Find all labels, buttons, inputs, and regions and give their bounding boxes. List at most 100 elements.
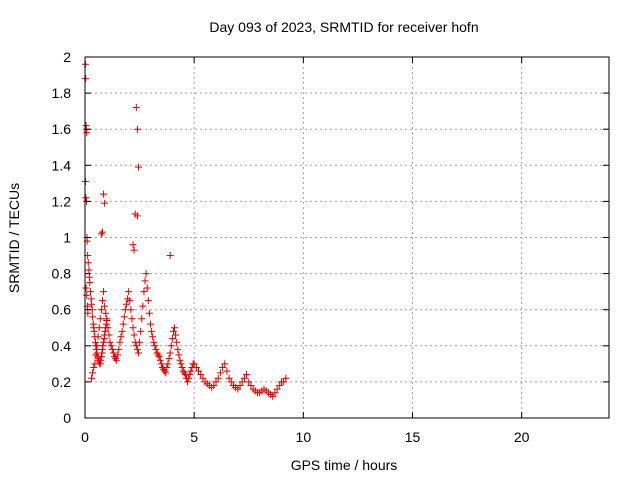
data-point	[98, 297, 106, 305]
data-point	[273, 385, 281, 393]
data-point	[101, 327, 109, 335]
data-point	[131, 210, 139, 218]
data-point	[88, 374, 96, 382]
y-tick-label: 0.6	[52, 302, 72, 318]
data-point	[148, 327, 156, 335]
data-point	[154, 351, 162, 359]
data-point	[101, 302, 109, 310]
data-point	[97, 353, 105, 361]
data-point	[153, 349, 161, 357]
data-point	[238, 378, 246, 386]
data-point	[184, 378, 192, 386]
grid-layer	[85, 57, 609, 418]
data-point	[86, 288, 94, 296]
data-point	[95, 358, 103, 366]
data-point	[82, 75, 90, 83]
data-point	[119, 320, 127, 328]
data-point	[214, 374, 222, 382]
data-point	[133, 345, 141, 353]
x-tick-label: 5	[190, 429, 198, 445]
y-tick-label: 1.8	[52, 85, 72, 101]
data-point	[144, 297, 152, 305]
data-point	[106, 338, 114, 346]
points-layer	[81, 60, 290, 400]
y-tick-label: 2	[63, 49, 71, 65]
data-point	[91, 360, 99, 368]
data-point	[84, 259, 92, 267]
data-point	[104, 324, 112, 332]
data-point	[99, 342, 107, 350]
data-point	[269, 392, 277, 400]
data-point	[89, 369, 97, 377]
data-point	[166, 252, 174, 260]
data-point	[97, 356, 105, 364]
data-point	[275, 382, 283, 390]
data-point	[243, 371, 251, 379]
data-point	[160, 365, 168, 373]
data-point	[171, 324, 179, 332]
data-point	[97, 306, 105, 314]
ticks-layer: 00.20.40.60.811.21.41.61.820 5 10 15 20	[52, 49, 609, 445]
data-point	[143, 284, 151, 292]
data-point	[167, 342, 175, 350]
data-point	[179, 367, 187, 375]
data-point	[103, 315, 111, 323]
data-point	[96, 315, 104, 323]
data-point	[282, 374, 290, 382]
data-point	[163, 363, 171, 371]
data-point	[89, 313, 97, 321]
data-point	[240, 374, 248, 382]
data-point	[132, 104, 140, 112]
y-tick-label: 0.2	[52, 374, 72, 390]
data-point	[227, 378, 235, 386]
data-point	[100, 338, 108, 346]
data-point	[234, 385, 242, 393]
data-point	[172, 331, 180, 339]
data-point	[92, 351, 100, 359]
data-point	[120, 313, 128, 321]
data-point	[82, 284, 90, 292]
x-axis-label: GPS time / hours	[291, 457, 398, 473]
data-point	[149, 333, 157, 341]
data-point	[133, 125, 141, 133]
data-point	[128, 315, 136, 323]
x-tick-label: 0	[81, 429, 89, 445]
data-point	[109, 349, 117, 357]
data-point	[245, 378, 253, 386]
y-axis-label: SRMTID / TECUs	[6, 183, 22, 293]
data-point	[94, 333, 102, 341]
data-point	[100, 288, 108, 296]
data-point	[175, 351, 183, 359]
data-point	[140, 288, 148, 296]
data-point	[142, 270, 150, 278]
data-point	[166, 349, 174, 357]
data-point	[90, 327, 98, 335]
data-point	[280, 378, 288, 386]
data-point	[110, 353, 118, 361]
data-point	[155, 353, 163, 361]
data-point	[125, 288, 133, 296]
data-point	[101, 199, 109, 207]
y-tick-label: 1.6	[52, 121, 72, 137]
data-point	[145, 309, 153, 317]
data-point	[223, 367, 231, 375]
data-point	[136, 338, 144, 346]
data-point	[173, 338, 181, 346]
data-point	[122, 300, 130, 308]
data-point	[141, 277, 149, 285]
data-point	[185, 374, 193, 382]
data-point	[90, 363, 98, 371]
data-point	[216, 369, 224, 377]
data-point	[176, 356, 184, 364]
data-point	[190, 360, 198, 368]
data-point	[236, 382, 244, 390]
data-point	[116, 338, 124, 346]
data-point	[186, 371, 194, 379]
y-tick-label: 1	[63, 230, 71, 246]
data-point	[225, 374, 233, 382]
data-point	[221, 360, 229, 368]
y-tick-label: 0	[63, 410, 71, 426]
data-point	[126, 297, 134, 305]
x-tick-label: 10	[296, 429, 312, 445]
data-point	[84, 309, 92, 317]
